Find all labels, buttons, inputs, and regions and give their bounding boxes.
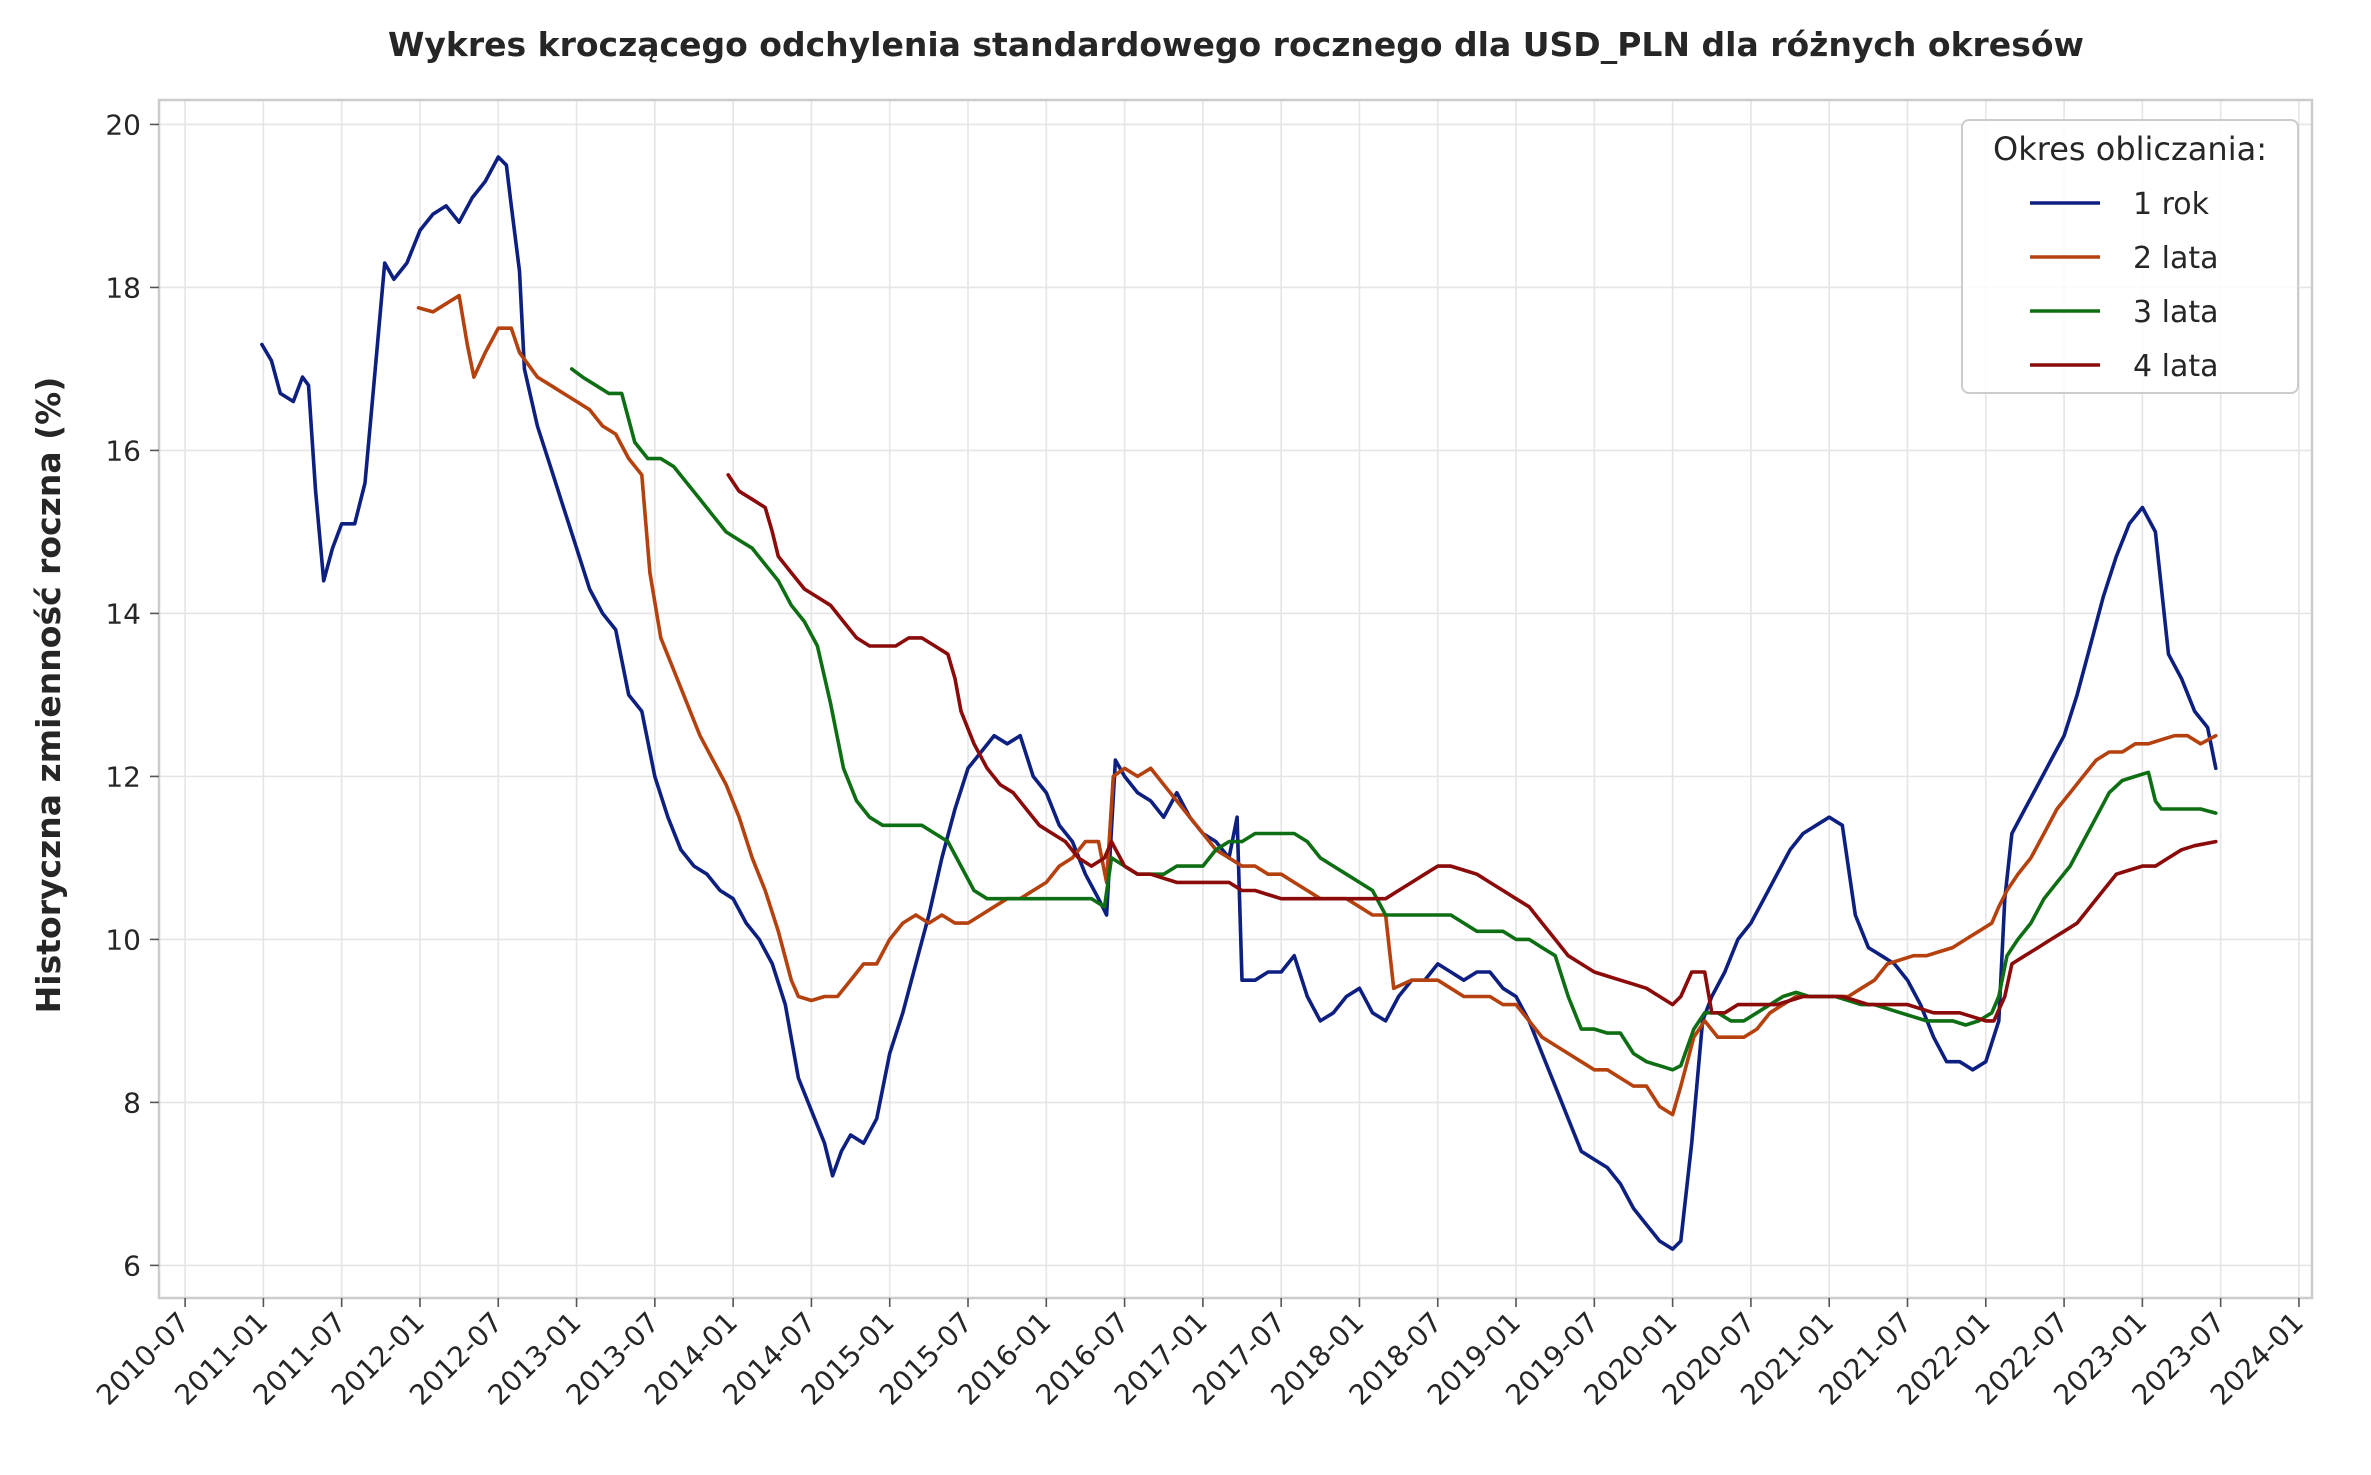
y-tick-label: 8 (123, 1086, 141, 1119)
legend-label: 3 lata (2133, 295, 2219, 330)
grid-lines (159, 100, 2312, 1298)
legend-box (1961, 119, 2299, 394)
y-tick-label: 16 (105, 434, 141, 467)
series-line-1 (260, 155, 2218, 1251)
legend-label: 2 lata (2133, 241, 2219, 276)
chart-title: Wykres kroczącego odchylenia standardowe… (388, 25, 2084, 64)
legend-title: Okres obliczania: (1993, 130, 2267, 168)
series-line-3 (569, 367, 2218, 1072)
y-axis-label: Historyczna zmienność roczna (%) (29, 377, 68, 1014)
y-tick-label: 18 (105, 271, 141, 304)
legend: Okres obliczania: 1 rok 2 lata 3 lata 4 lat… (1961, 119, 2299, 394)
series-lines (260, 155, 2218, 1251)
series-line-2 (416, 293, 2218, 1117)
y-axis-ticks: 6 8 10 12 14 16 18 20 (105, 108, 159, 1282)
legend-label: 1 rok (2133, 187, 2210, 222)
y-tick-label: 14 (105, 597, 141, 630)
y-tick-label: 12 (105, 760, 141, 793)
legend-label: 4 lata (2133, 349, 2219, 384)
plot-frame (157, 98, 2314, 1300)
legend-items: 1 rok 2 lata 3 lata 4 lata (2030, 187, 2219, 384)
y-tick-label: 6 (123, 1249, 141, 1282)
series-line-4 (726, 473, 2218, 1023)
y-tick-label: 10 (105, 923, 141, 956)
y-tick-label: 20 (105, 108, 141, 141)
